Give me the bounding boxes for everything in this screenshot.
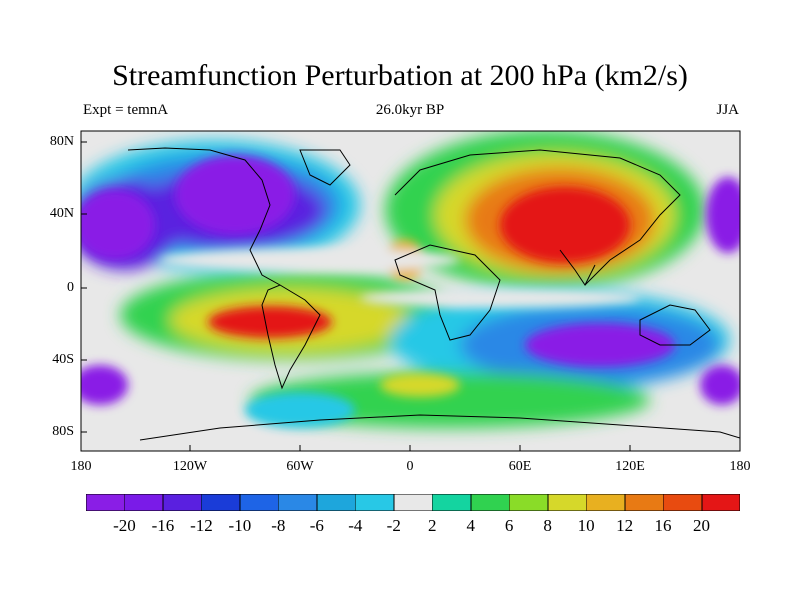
purple-core-southeast-pacific [700, 365, 740, 405]
colorbar-label: 8 [543, 516, 552, 535]
coastline-north-america [127, 147, 281, 286]
y-tick-label: 40S [52, 352, 74, 367]
colorbar-box [162, 494, 202, 511]
colorbar-box [663, 494, 703, 511]
x-tick-label: 120W [172, 459, 208, 474]
colorbar-label: -16 [151, 516, 175, 535]
colorbar-box [432, 494, 472, 511]
colorbar-label: 10 [577, 516, 595, 535]
neutral-band-indian-ocean [360, 288, 640, 308]
coastline-africa [394, 244, 501, 341]
map-field [81, 131, 740, 451]
red-core-eurasia [500, 187, 630, 263]
cyan-region-antarctica [245, 392, 355, 428]
purple-core-north-pacific [81, 190, 155, 260]
coastline-europe-asia [394, 149, 681, 286]
colorbar-box [86, 494, 125, 511]
colorbar-label: 6 [504, 516, 514, 535]
red-core-south-america [208, 306, 332, 338]
colorbar-box [124, 494, 164, 511]
coastlines [127, 147, 740, 441]
neutral-band-north-atlantic [160, 248, 460, 272]
x-tick-label: 60E [508, 459, 532, 474]
colorbar-label: 16 [654, 516, 672, 535]
colorbar-label: -4 [348, 516, 363, 535]
purple-core-east-pacific [706, 177, 740, 253]
colorbar-label: 4 [466, 516, 475, 535]
x-tick-label: 60W [286, 459, 314, 474]
purple-core-north-america [175, 155, 295, 235]
colorbar-label: 12 [616, 516, 634, 535]
plot-title: Streamfunction Perturbation at 200 hPa (… [112, 59, 688, 92]
colorbar-label: -2 [386, 516, 401, 535]
colorbar-box [278, 494, 318, 511]
colorbar-box [509, 494, 549, 511]
shaded-field-layer-inner [81, 155, 740, 428]
colorbar-box [701, 494, 741, 511]
x-tick-label: 0 [406, 459, 414, 474]
colorbar-box [586, 494, 626, 511]
x-tick-label: 180 [729, 459, 751, 474]
x-tick-label: 180 [70, 459, 92, 474]
yellow-region-south-atlantic [380, 373, 460, 397]
axis-ticks [81, 141, 631, 451]
y-tick-label: 80N [49, 134, 74, 149]
colorbar-label: -10 [228, 516, 252, 535]
colorbar-label: -6 [309, 516, 324, 535]
y-tick-label: 40N [49, 206, 74, 221]
colorbar-box [316, 494, 356, 511]
coastline-greenland [299, 149, 351, 186]
colorbar-label: -8 [271, 516, 286, 535]
y-tick-label: 0 [67, 280, 74, 295]
season-label: JJA [716, 102, 739, 118]
time-label: 26.0kyr BP [375, 102, 445, 118]
purple-core-indian-ocean [525, 323, 675, 367]
coastline-antarctica [139, 414, 740, 441]
colorbar-box [624, 494, 664, 511]
coastline-south-america [261, 284, 321, 390]
coastline-india [559, 249, 596, 286]
colorbar-label: -12 [190, 516, 213, 535]
purple-core-south-pacific [81, 365, 128, 405]
colorbar-label: 20 [693, 516, 711, 535]
x-tick-label: 120E [615, 459, 645, 474]
colorbar-box [393, 494, 433, 511]
colorbar-box [239, 494, 279, 511]
experiment-label: Expt = temnA [83, 102, 169, 118]
colorbar-label: 2 [427, 516, 437, 535]
colorbar-box [470, 494, 510, 511]
colorbar-box [355, 494, 395, 511]
colorbar-box [547, 494, 587, 511]
y-tick-label: 80S [52, 424, 74, 439]
colorbar-box [201, 494, 241, 511]
colorbar-label: -20 [113, 516, 136, 535]
coastline-australia [639, 304, 711, 346]
